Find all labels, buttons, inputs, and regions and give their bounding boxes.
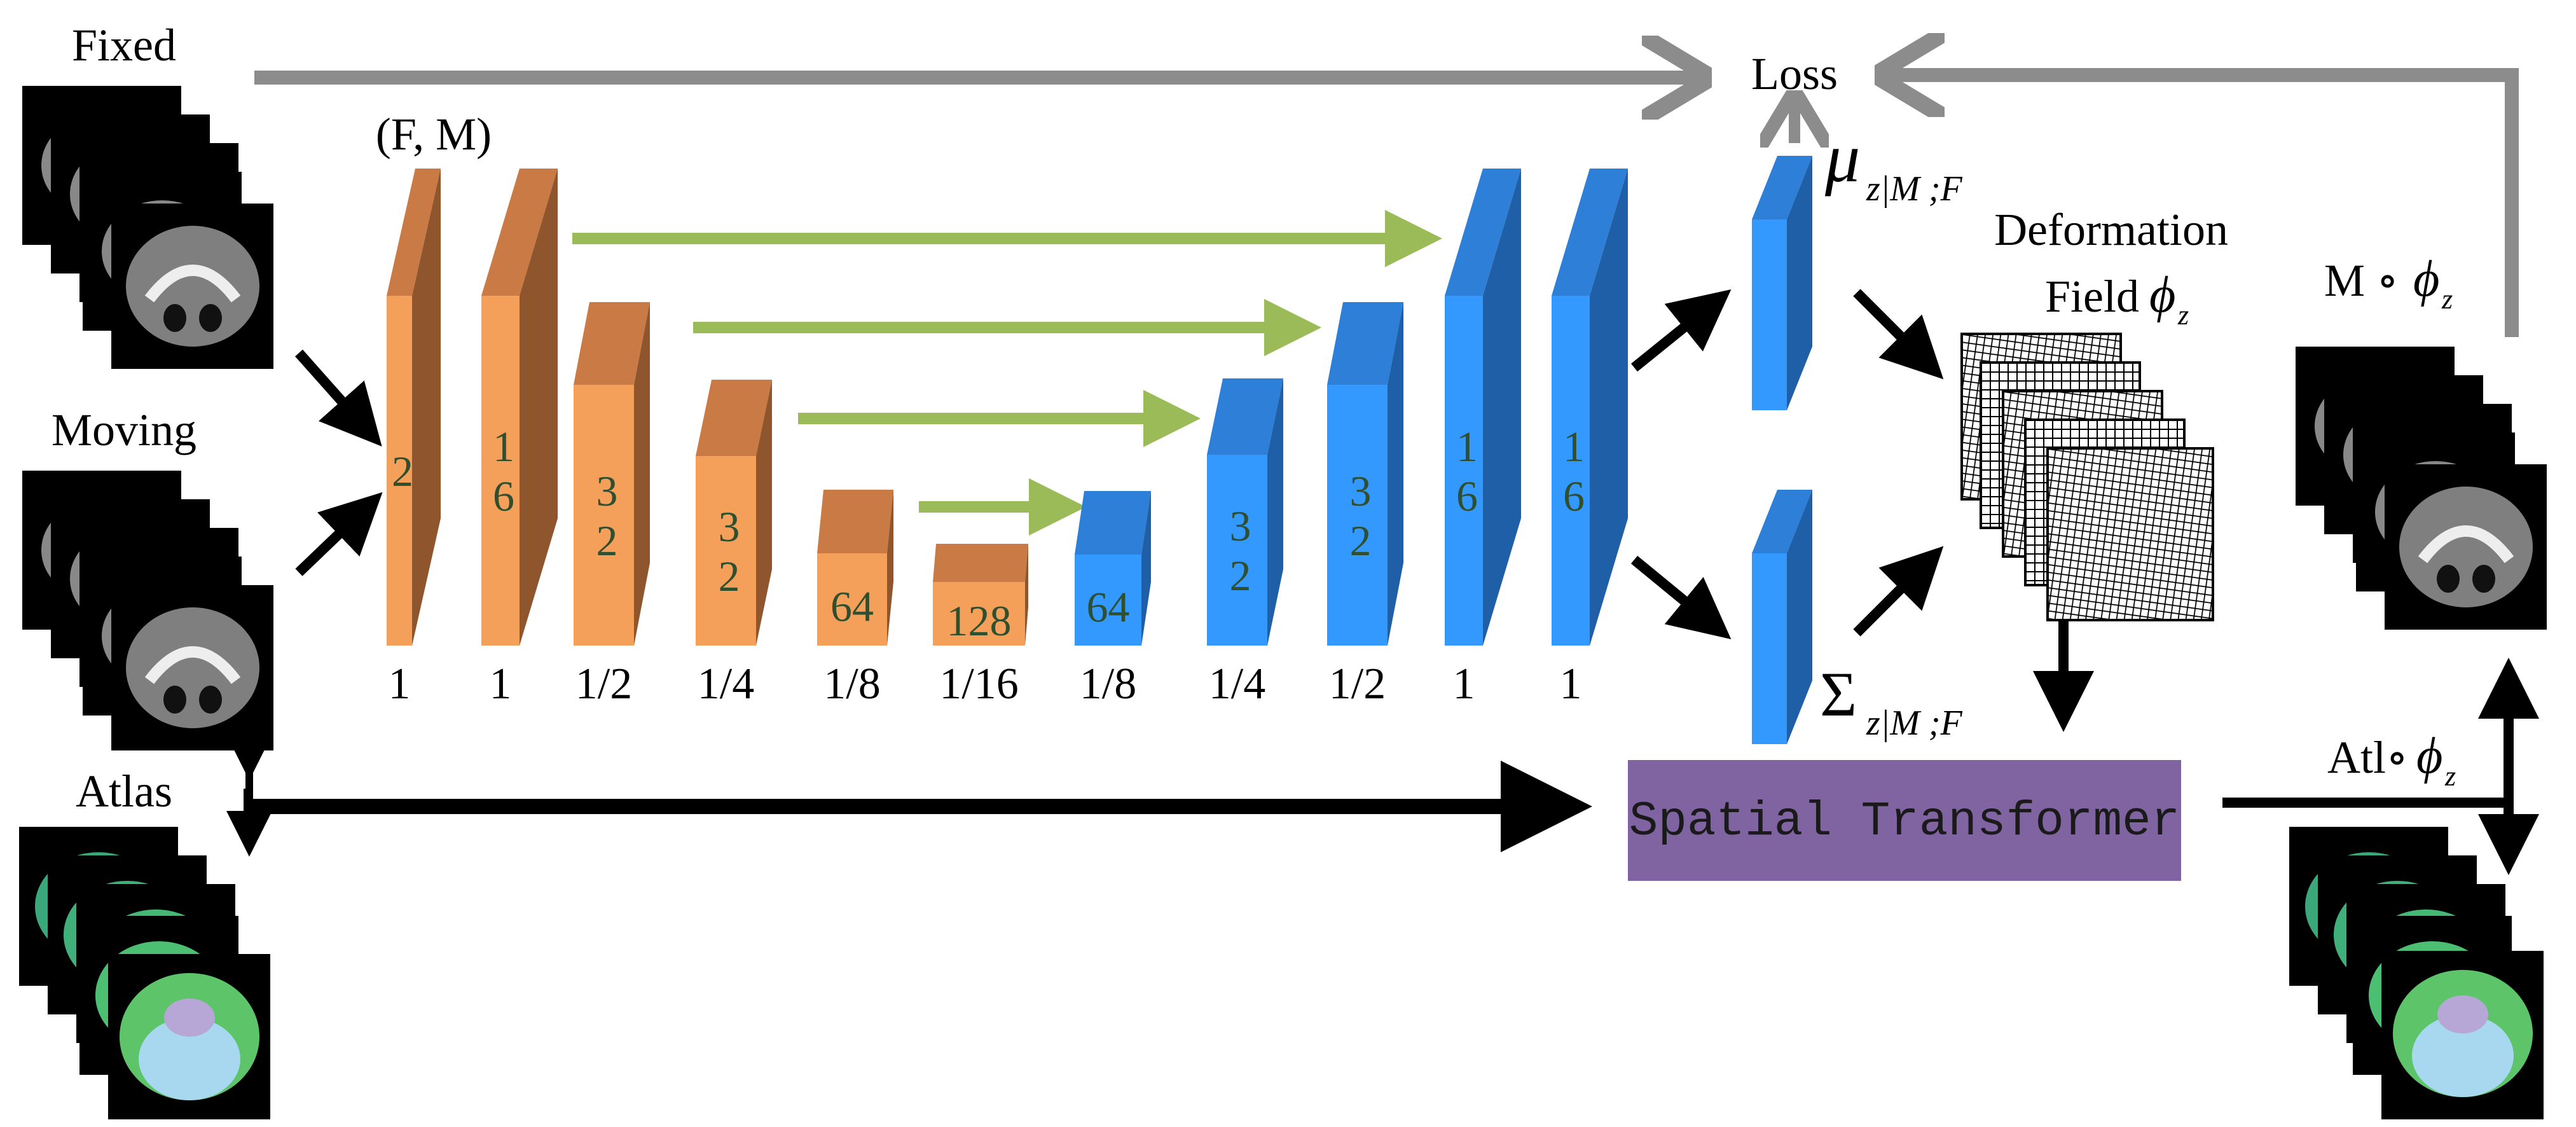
moving-brain-image [111,585,273,750]
warped-moving-image-stack [2296,347,2547,630]
encoder-block-6: 128 1/16 [933,544,1028,709]
encoder-scale-label-5: 1/8 [823,660,880,709]
decoder-block-3: 3 2 1/2 [1327,302,1403,709]
fixed-brain-image [111,204,273,369]
moving-label: Moving [52,404,196,455]
encoder-scale-label-6: 1/16 [939,660,1018,709]
fixed-label: Fixed [72,20,176,71]
encoder-block-5: 64 1/8 [817,490,893,709]
spatial-transformer-label: Spatial Transformer [1629,794,2180,849]
fixed-image-stack [22,86,273,369]
deformation-field-image [2046,447,2214,621]
encoder-scale-label-3: 1/2 [575,660,632,709]
encoder-scale-label-4: 1/4 [698,660,754,709]
moving-to-encoder-arrow [295,492,383,576]
warped-moving-phi-sub: z [2441,284,2453,315]
warped-atlas-image-stack [2289,827,2544,1119]
warped-moving-brain-image [2385,464,2547,630]
sigma-symbol: Σ [1820,659,1857,729]
encoder-channels-label-6: 128 [947,597,1012,645]
sigma-to-field-arrow [1853,546,1944,637]
mu-to-field-arrow [1853,289,1944,380]
encoder-channels-label-5: 64 [830,583,874,631]
decoder-scale-label-4: 1 [1453,660,1475,709]
fm-label: (F, M) [376,109,492,160]
decoder-block-1: 64 1/8 [1075,491,1151,709]
warped-to-loss-arrow [1889,75,2519,337]
encoder-channels-label-1: 2 [392,447,413,495]
deformation-label-line2: Field [2045,271,2139,322]
decoder-scale-label-3: 1/2 [1329,660,1386,709]
mu-block [1752,156,1812,410]
fixed-to-encoder-arrow [295,349,382,446]
mu-subscript: z|M ;F [1866,169,1962,209]
sigma-block [1752,490,1812,744]
atlas-label: Atlas [76,766,172,817]
deformation-phi: ϕ [2149,267,2175,323]
deformation-label-line1: Deformation [1994,204,2228,255]
encoder-scale-label-1: 1 [389,660,411,709]
loss-label: Loss [1751,48,1838,99]
decoder-block-4: 1 6 1 [1445,169,1521,709]
encoder-block-4: 3 2 1/4 [696,380,772,709]
decoder-block-5: 1 6 1 [1552,169,1628,709]
warped-atlas-label: Atl∘ [2327,732,2408,783]
atlas-image-stack [19,827,270,1119]
warped-atlas-phi: ϕ [2416,728,2442,784]
decoder-to-mu-arrow [1630,289,1732,372]
decoder-scale-label-5: 1 [1560,660,1582,709]
decoder-channels-label-1: 64 [1087,583,1130,632]
warped-moving-phi: ϕ [2413,251,2439,307]
encoder-block-2: 1 6 1 [481,169,558,709]
spatial-transformer-block: Spatial Transformer [1628,760,2181,881]
decoder-scale-label-1: 1/8 [1080,660,1136,709]
encoder-block-1: 21 [387,169,441,709]
deformation-phi-sub: z [2177,300,2189,331]
decoder-scale-label-2: 1/4 [1209,660,1265,709]
warped-atlas-brain-image [2381,951,2544,1119]
encoder-scale-label-2: 1 [490,660,512,709]
warped-atlas-phi-sub: z [2444,761,2456,792]
warped-moving-label: M ∘ [2324,255,2399,306]
moving-image-stack [22,471,273,750]
encoder-block-3: 3 2 1/2 [574,302,650,709]
mu-symbol: μ [1824,119,1860,197]
sigma-subscript: z|M ;F [1866,703,1962,743]
decoder-block-2: 3 2 1/4 [1207,378,1283,709]
atlas-brain-image [108,954,270,1119]
decoder-to-sigma-arrow [1630,555,1732,640]
deformation-field-stack [1960,333,2214,621]
